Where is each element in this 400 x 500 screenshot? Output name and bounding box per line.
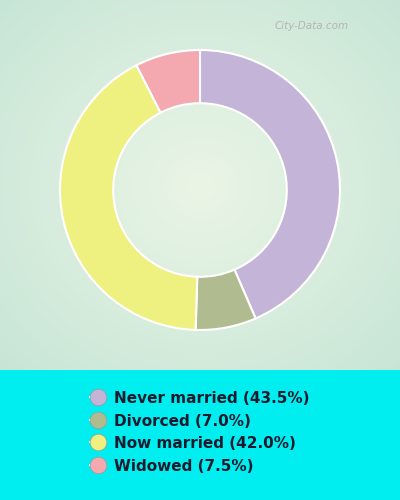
Wedge shape bbox=[60, 66, 197, 330]
Text: Marital status in Carnelian Bay, CA: Marital status in Carnelian Bay, CA bbox=[10, 24, 390, 42]
Wedge shape bbox=[136, 50, 200, 112]
Wedge shape bbox=[196, 270, 256, 330]
Text: City-Data.com: City-Data.com bbox=[275, 21, 349, 31]
Wedge shape bbox=[200, 50, 340, 318]
Legend: Never married (43.5%), Divorced (7.0%), Now married (42.0%), Widowed (7.5%): Never married (43.5%), Divorced (7.0%), … bbox=[82, 383, 318, 482]
